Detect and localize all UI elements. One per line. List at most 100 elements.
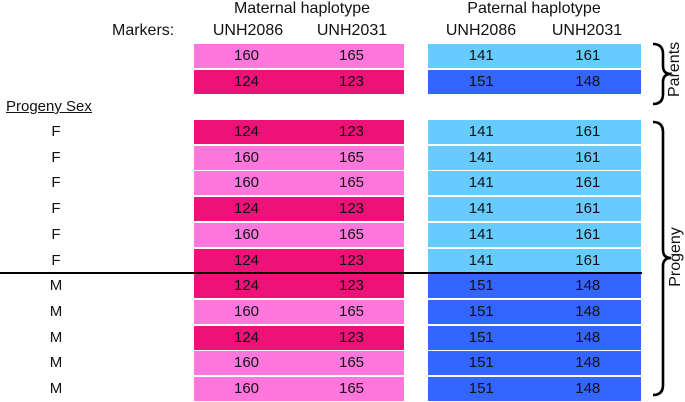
- maternal-allele-1: 124: [233, 73, 260, 90]
- paternal-marker-2-header: UNH2031: [551, 22, 623, 39]
- progeny-paternal-bar: [428, 299, 641, 324]
- progeny-paternal-bar: [428, 120, 641, 144]
- paternal-allele-2: 161: [575, 225, 601, 243]
- paternal-allele-1: 151: [468, 380, 494, 397]
- paternal-allele-1: 141: [468, 251, 494, 269]
- progeny-maternal-bar: [194, 299, 404, 324]
- maternal-allele-1: 124: [233, 277, 260, 295]
- brackets: [652, 42, 672, 397]
- progeny-sex: M: [49, 302, 63, 320]
- paternal-allele-1: 141: [468, 225, 494, 243]
- progeny-sex: F: [51, 123, 61, 140]
- progeny-maternal-bar: [194, 120, 404, 144]
- paternal-allele-1: 151: [468, 277, 494, 295]
- maternal-allele-2: 123: [338, 251, 365, 269]
- progeny-sex-header: Progeny Sex: [6, 98, 92, 115]
- progeny-sex: M: [49, 277, 63, 295]
- paternal-allele-2: 148: [575, 302, 601, 320]
- maternal-haplotype-header: Maternal haplotype: [233, 0, 371, 17]
- parents-bracket: [652, 42, 672, 106]
- progeny-sex: M: [49, 328, 63, 346]
- maternal-allele-2: 123: [338, 277, 365, 295]
- paternal-allele-1: 141: [468, 174, 494, 192]
- maternal-allele-2: 123: [338, 200, 365, 218]
- maternal-allele-2: 165: [338, 225, 365, 243]
- progeny-paternal-bar: [428, 145, 641, 170]
- parents-label: Parents: [666, 41, 683, 97]
- parents-paternal-bar: [428, 70, 641, 94]
- paternal-allele-2: 161: [575, 123, 601, 140]
- parents-maternal-bar: [194, 70, 404, 94]
- progeny-maternal-bar: [194, 248, 404, 273]
- paternal-allele-2: 148: [575, 380, 601, 397]
- progeny-sex: F: [51, 225, 61, 243]
- progeny-sex: F: [51, 251, 61, 269]
- maternal-allele-1: 124: [233, 123, 260, 140]
- maternal-allele-1: 160: [233, 174, 260, 192]
- progeny-maternal-bar: [194, 171, 404, 196]
- progeny-sex: M: [49, 354, 63, 372]
- maternal-allele-2: 123: [338, 328, 365, 346]
- paternal-allele-1: 151: [468, 302, 494, 320]
- paternal-allele-1: 141: [468, 123, 494, 140]
- paternal-allele-2: 148: [575, 328, 601, 346]
- maternal-allele-1: 160: [233, 380, 260, 397]
- progeny-label: Progeny: [667, 227, 684, 287]
- maternal-allele-2: 165: [338, 354, 365, 372]
- markers-label: Markers:: [112, 22, 175, 39]
- paternal-allele-2: 148: [575, 73, 601, 90]
- paternal-allele-2: 161: [575, 47, 601, 64]
- maternal-allele-2: 165: [338, 47, 365, 64]
- maternal-allele-1: 160: [233, 47, 260, 64]
- paternal-allele-2: 161: [575, 174, 601, 192]
- progeny-sex: F: [51, 148, 61, 166]
- progeny-paternal-bar: [428, 377, 641, 401]
- paternal-allele-2: 148: [575, 277, 601, 295]
- paternal-allele-2: 161: [575, 200, 601, 218]
- progeny-maternal-bar: [194, 351, 404, 376]
- maternal-allele-1: 124: [233, 328, 260, 346]
- paternal-allele-1: 151: [468, 354, 494, 372]
- progeny-paternal-bar: [428, 171, 641, 196]
- paternal-allele-1: 141: [468, 47, 494, 64]
- paternal-allele-1: 141: [468, 200, 494, 218]
- maternal-allele-2: 123: [338, 73, 365, 90]
- progeny-paternal-bar: [428, 325, 641, 350]
- paternal-allele-2: 161: [575, 251, 601, 269]
- progeny-maternal-bar: [194, 222, 404, 247]
- maternal-allele-2: 123: [338, 123, 365, 140]
- progeny-paternal-bar: [428, 197, 641, 222]
- progeny-sex: M: [49, 380, 63, 397]
- progeny-paternal-bar: [428, 274, 641, 299]
- maternal-allele-1: 160: [233, 302, 260, 320]
- paternal-haplotype-header: Paternal haplotype: [467, 0, 601, 17]
- paternal-allele-2: 148: [575, 354, 601, 372]
- maternal-allele-1: 160: [233, 225, 260, 243]
- progeny-maternal-bar: [194, 377, 404, 401]
- maternal-allele-1: 160: [233, 354, 260, 372]
- maternal-allele-2: 165: [338, 302, 365, 320]
- maternal-marker-2-header: UNH2031: [316, 22, 388, 39]
- paternal-allele-1: 151: [468, 73, 494, 90]
- parents-maternal-bar: [194, 44, 404, 68]
- progeny-paternal-bar: [428, 222, 641, 247]
- progeny-paternal-bar: [428, 351, 641, 376]
- parents-paternal-bar: [428, 44, 641, 68]
- progeny-sex: F: [51, 200, 61, 218]
- maternal-allele-2: 165: [338, 380, 365, 397]
- paternal-marker-1-header: UNH2086: [445, 22, 517, 39]
- maternal-allele-2: 165: [338, 148, 365, 166]
- paternal-allele-1: 141: [468, 148, 494, 166]
- maternal-allele-2: 165: [338, 174, 365, 192]
- progeny-sex: F: [51, 174, 61, 192]
- maternal-allele-1: 124: [233, 251, 260, 269]
- maternal-marker-1-header: UNH2086: [212, 22, 284, 39]
- maternal-allele-1: 124: [233, 200, 260, 218]
- progeny-maternal-bar: [194, 145, 404, 170]
- paternal-allele-1: 151: [468, 328, 494, 346]
- progeny-maternal-bar: [194, 325, 404, 350]
- progeny-paternal-bar: [428, 248, 641, 273]
- progeny-bracket: [652, 120, 672, 397]
- sex-divider-line: [0, 272, 642, 274]
- maternal-allele-1: 160: [233, 148, 260, 166]
